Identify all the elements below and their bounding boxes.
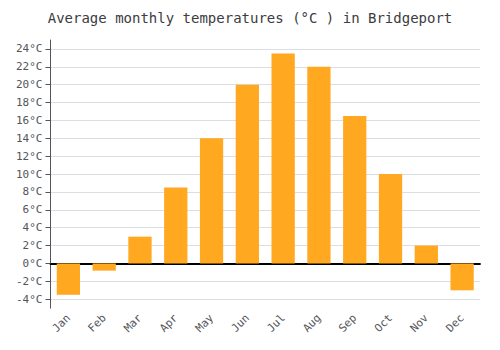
- svg-text:Mar: Mar: [121, 311, 144, 334]
- svg-text:Nov: Nov: [408, 311, 431, 334]
- svg-text:18°C: 18°C: [16, 96, 43, 109]
- svg-text:May: May: [193, 311, 216, 334]
- svg-text:Jan: Jan: [50, 312, 73, 335]
- svg-text:22°C: 22°C: [16, 60, 43, 73]
- svg-text:10°C: 10°C: [16, 168, 43, 181]
- svg-text:4°C: 4°C: [23, 221, 43, 234]
- svg-text:Jul: Jul: [265, 312, 288, 335]
- svg-text:Apr: Apr: [157, 311, 180, 334]
- svg-text:Aug: Aug: [300, 312, 323, 335]
- svg-text:-4°C: -4°C: [16, 293, 43, 306]
- svg-text:Oct: Oct: [372, 312, 395, 335]
- svg-text:12°C: 12°C: [16, 150, 43, 163]
- svg-text:Dec: Dec: [443, 312, 466, 335]
- svg-text:-2°C: -2°C: [16, 275, 43, 288]
- svg-text:Jun: Jun: [229, 312, 252, 335]
- svg-text:Feb: Feb: [86, 312, 109, 335]
- svg-text:2°C: 2°C: [23, 239, 43, 252]
- svg-text:16°C: 16°C: [16, 114, 43, 127]
- svg-text:0°C: 0°C: [23, 257, 43, 270]
- svg-text:Average monthly temperatures (: Average monthly temperatures (°C ) in Br…: [48, 10, 453, 26]
- svg-text:20°C: 20°C: [16, 78, 43, 91]
- svg-text:8°C: 8°C: [23, 185, 43, 198]
- svg-text:24°C: 24°C: [16, 42, 43, 55]
- svg-text:14°C: 14°C: [16, 132, 43, 145]
- svg-text:6°C: 6°C: [23, 203, 43, 216]
- svg-text:Sep: Sep: [336, 312, 359, 335]
